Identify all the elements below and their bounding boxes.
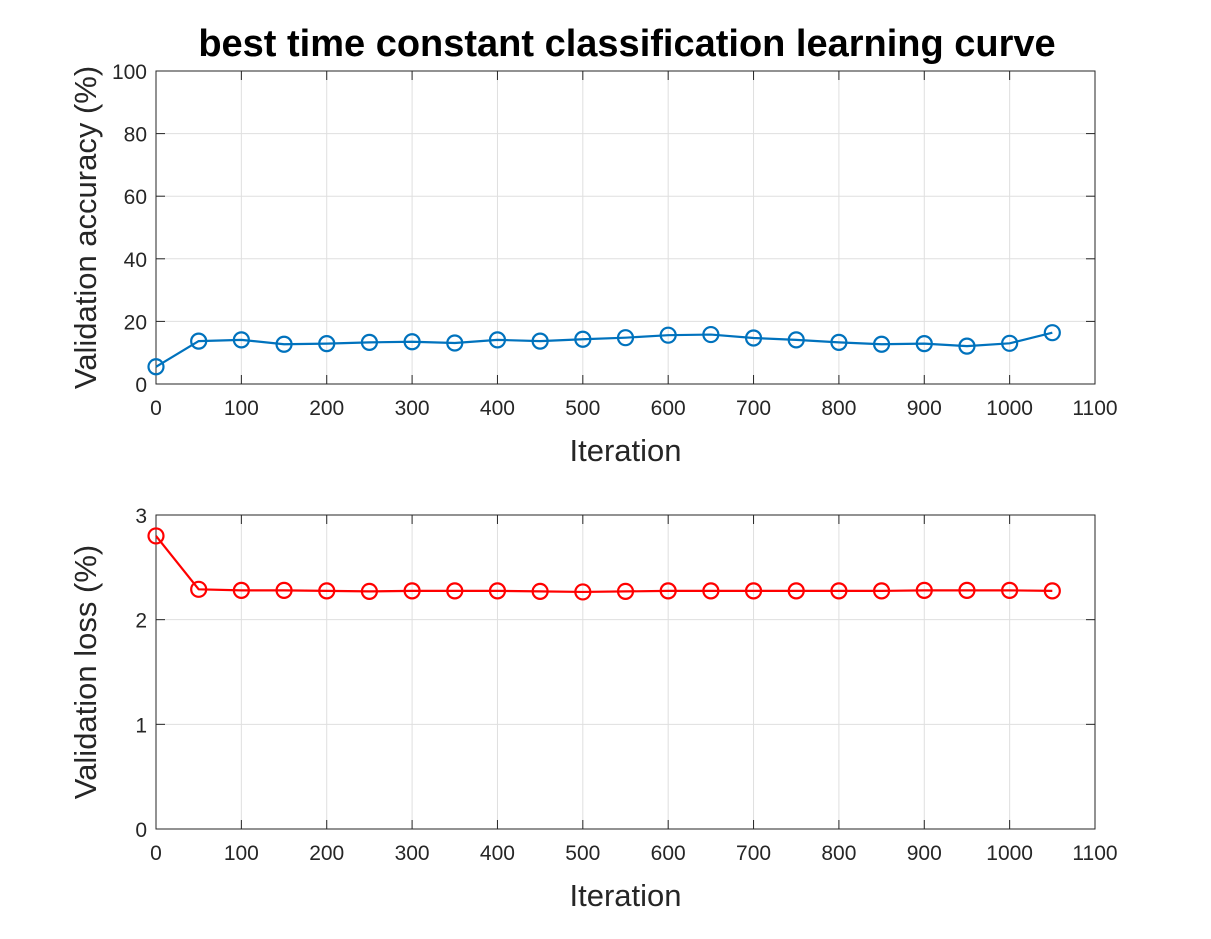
acc-data-point-600: [659, 326, 677, 344]
acc-ytick-label-80: 80: [124, 124, 147, 147]
acc-data-point-500: [574, 330, 592, 348]
loss-xtick-label-200: 200: [309, 842, 344, 865]
loss-xtick-label-800: 800: [821, 842, 856, 865]
loss-xtick-label-0: 0: [150, 842, 162, 865]
loss-data-point-250: [360, 582, 379, 601]
loss-data-point-0: [147, 527, 165, 545]
acc-data-point-950: [958, 337, 976, 355]
loss-data-point-900: [915, 581, 933, 599]
loss-data-point-850: [872, 582, 891, 600]
acc-data-point-650: [702, 325, 720, 344]
acc-data-point-100: [232, 331, 250, 349]
acc-data-point-700: [744, 329, 763, 347]
loss-xtick-label-700: 700: [736, 842, 771, 865]
loss-data-point-600: [659, 582, 677, 600]
acc-data-point-750: [787, 331, 805, 349]
acc-xtick-label-900: 900: [907, 397, 942, 420]
acc-data-point-300: [403, 333, 421, 351]
loss-xtick-label-600: 600: [651, 842, 686, 865]
loss-data-point-550: [616, 582, 635, 601]
acc-data-point-0: [147, 358, 165, 376]
loss-data-point-400: [488, 582, 507, 600]
acc-ytick-label-20: 20: [124, 311, 147, 334]
accuracy-plot: 0 100 200 300 400 500 600 700 800 900 1000 1100 0 20 4…: [68, 61, 1118, 468]
acc-data-point-200: [318, 335, 336, 353]
acc-xtick-label-700: 700: [736, 397, 771, 420]
loss-xtick-label-1000: 1000: [986, 842, 1033, 865]
acc-data-point-900: [915, 335, 933, 353]
acc-x-axis-label: Iteration: [569, 433, 681, 468]
loss-xtick-label-1100: 1100: [1072, 842, 1117, 865]
acc-xtick-label-0: 0: [150, 397, 162, 420]
loss-xtick-label-100: 100: [224, 842, 259, 865]
acc-axes-box: [155, 70, 1096, 385]
acc-ytick-label-60: 60: [124, 186, 147, 209]
loss-series-line-0: [155, 535, 1053, 594]
figure-title: best time constant classification learni…: [198, 23, 1055, 65]
loss-data-point-450: [531, 582, 549, 601]
acc-xtick-label-500: 500: [565, 397, 600, 420]
acc-y-axis-label: Validation accuracy (%): [68, 66, 103, 389]
loss-x-axis-label: Iteration: [569, 878, 681, 913]
acc-data-point-1000: [1001, 334, 1019, 352]
loss-data-point-350: [446, 582, 464, 600]
loss-data-point-100: [232, 581, 250, 599]
loss-data-point-500: [574, 583, 592, 601]
acc-data-point-150: [275, 335, 293, 353]
loss-axes-box: [155, 514, 1096, 830]
acc-xtick-label-800: 800: [821, 397, 856, 420]
acc-data-point-350: [446, 334, 464, 352]
loss-data-point-50: [190, 580, 208, 598]
acc-ytick-label-0: 0: [135, 374, 147, 397]
acc-data-point-50: [190, 332, 208, 350]
loss-data-point-750: [787, 582, 805, 600]
acc-data-point-800: [830, 333, 848, 351]
acc-xtick-label-1100: 1100: [1072, 397, 1117, 420]
acc-ytick-label-40: 40: [124, 249, 147, 272]
loss-xtick-label-300: 300: [395, 842, 430, 865]
loss-y-axis-label: Validation loss (%): [68, 545, 103, 799]
acc-xtick-label-1000: 1000: [986, 397, 1033, 420]
acc-data-point-450: [531, 332, 549, 350]
loss-data-point-1000: [1001, 581, 1019, 599]
acc-xtick-label-300: 300: [395, 397, 430, 420]
acc-data-point-400: [488, 331, 507, 349]
loss-data-point-300: [403, 582, 421, 600]
acc-xtick-label-100: 100: [224, 397, 259, 420]
acc-data-point-550: [616, 329, 635, 347]
acc-xtick-label-600: 600: [651, 397, 686, 420]
loss-xtick-label-900: 900: [907, 842, 942, 865]
loss-data-point-1050: [1043, 582, 1061, 600]
loss-ytick-label-2: 2: [135, 610, 147, 633]
acc-xtick-label-200: 200: [309, 397, 344, 420]
acc-data-point-850: [872, 335, 891, 353]
loss-plot: 0 100 200 300 400 500 600 700 800 900 1000 1100 0 1 2 3…: [68, 505, 1118, 913]
acc-xtick-label-400: 400: [480, 397, 515, 420]
loss-data-point-200: [318, 582, 336, 600]
loss-data-point-950: [958, 581, 976, 599]
loss-ytick-label-1: 1: [135, 714, 147, 737]
acc-series-line-0: [155, 331, 1053, 368]
loss-xtick-label-500: 500: [565, 842, 600, 865]
loss-ytick-label-0: 0: [135, 819, 147, 842]
acc-data-point-1050: [1043, 324, 1061, 342]
loss-ytick-label-3: 3: [135, 505, 147, 528]
loss-data-point-700: [744, 582, 763, 600]
acc-data-point-250: [360, 333, 379, 351]
loss-xtick-label-400: 400: [480, 842, 515, 865]
loss-data-point-150: [275, 581, 293, 599]
loss-data-point-650: [702, 582, 720, 600]
acc-ytick-label-100: 100: [112, 61, 147, 84]
loss-data-point-800: [830, 582, 848, 600]
